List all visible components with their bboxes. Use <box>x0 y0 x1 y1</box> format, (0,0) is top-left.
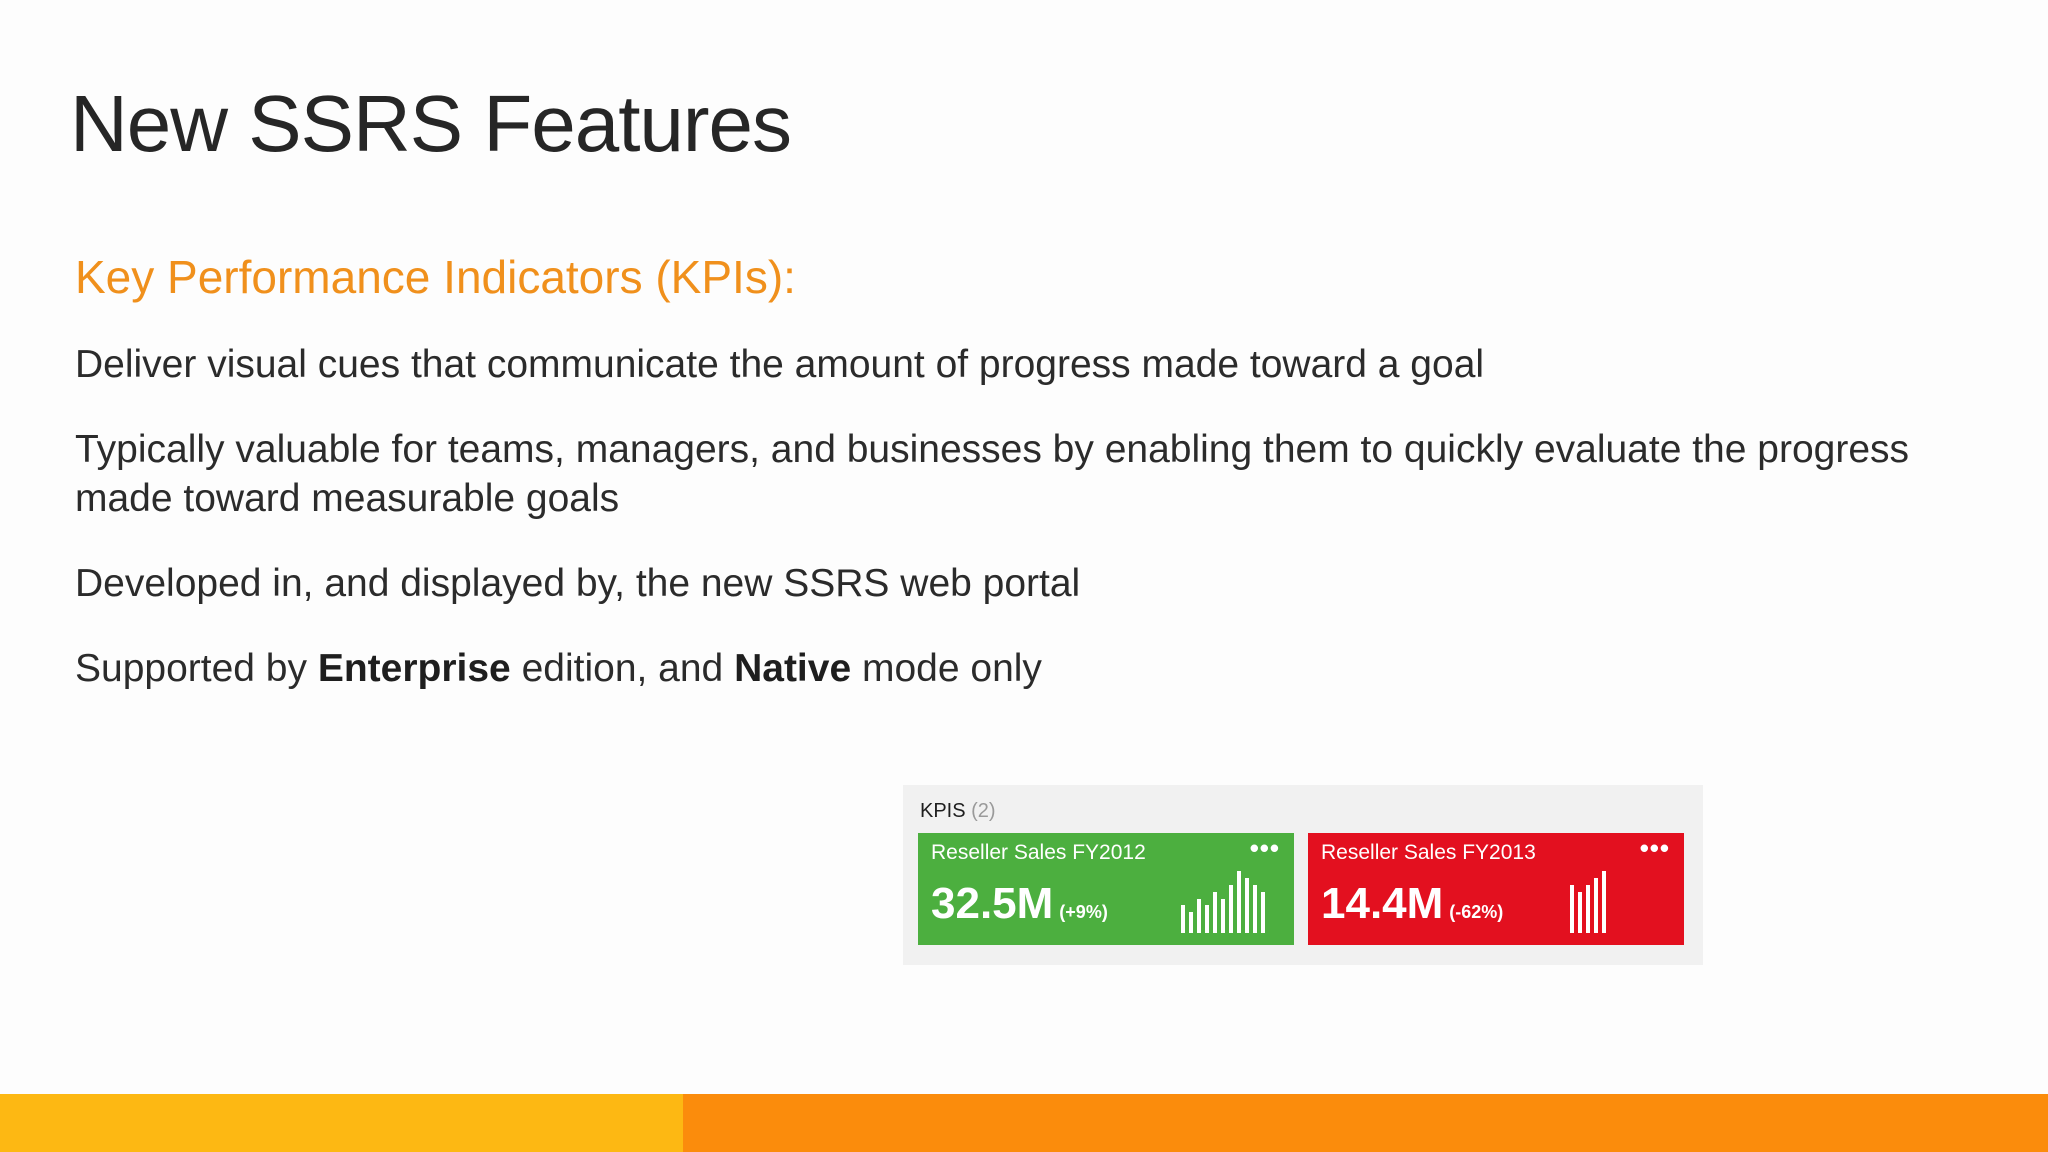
bullet-text: Supported by <box>75 647 318 690</box>
sparkline-bar <box>1181 905 1185 933</box>
kpi-tile-fy2013[interactable]: Reseller Sales FY2013 ••• 14.4M (-62%) <box>1308 833 1684 945</box>
sparkline-bar <box>1189 912 1193 933</box>
kpi-change: (+9%) <box>1059 902 1108 922</box>
section-heading: Key Performance Indicators (KPIs): <box>75 251 796 303</box>
kpi-value: 32.5M <box>931 879 1054 928</box>
more-options-icon[interactable]: ••• <box>1249 833 1280 863</box>
bullet-item-edition: Supported by Enterprise edition, and Nat… <box>75 644 1915 693</box>
bullet-text: mode only <box>851 647 1042 690</box>
bullet-bold-enterprise: Enterprise <box>317 647 511 690</box>
sparkline-bar <box>1221 899 1225 933</box>
bullet-list: Deliver visual cues that communicate the… <box>75 340 1915 729</box>
footer-band-yellow <box>0 1094 683 1152</box>
kpi-count: (2) <box>971 800 996 822</box>
sparkline-bar <box>1261 892 1265 933</box>
sparkline-bar <box>1213 892 1217 933</box>
more-options-icon[interactable]: ••• <box>1639 833 1670 863</box>
bullet-item: Typically valuable for teams, managers, … <box>75 428 1910 520</box>
bullet-text: edition, and <box>510 647 735 690</box>
kpi-value: 14.4M <box>1321 879 1444 928</box>
sparkline-chart <box>1181 869 1265 933</box>
kpi-tile-value: 14.4M (-62%) <box>1321 879 1503 929</box>
sparkline-bar <box>1586 885 1590 933</box>
sparkline-bar <box>1570 885 1574 933</box>
kpi-header: KPIS (2) <box>920 800 996 823</box>
sparkline-bar <box>1237 871 1241 933</box>
sparkline-bar <box>1253 885 1257 933</box>
footer-band-orange <box>683 1094 2048 1152</box>
kpi-header-label: KPIS <box>920 800 966 822</box>
slide-title: New SSRS Features <box>70 79 792 168</box>
sparkline-bar <box>1594 878 1598 933</box>
kpi-tile-value: 32.5M (+9%) <box>931 879 1108 929</box>
bullet-item: Developed in, and displayed by, the new … <box>75 562 1081 605</box>
kpi-tile-name: Reseller Sales FY2012 <box>931 841 1146 864</box>
sparkline-chart <box>1570 869 1606 933</box>
kpi-tile-fy2012[interactable]: Reseller Sales FY2012 ••• 32.5M (+9%) <box>918 833 1294 945</box>
sparkline-bar <box>1602 871 1606 933</box>
sparkline-bar <box>1578 892 1582 933</box>
kpi-panel: KPIS (2) Reseller Sales FY2012 ••• 32.5M… <box>903 785 1703 965</box>
sparkline-bar <box>1197 899 1201 933</box>
bullet-item: Deliver visual cues that communicate the… <box>75 343 1485 386</box>
sparkline-bar <box>1205 905 1209 933</box>
kpi-change: (-62%) <box>1449 902 1504 922</box>
kpi-tile-name: Reseller Sales FY2013 <box>1321 841 1536 864</box>
sparkline-bar <box>1245 878 1249 933</box>
sparkline-bar <box>1229 885 1233 933</box>
bullet-bold-native: Native <box>734 647 852 690</box>
